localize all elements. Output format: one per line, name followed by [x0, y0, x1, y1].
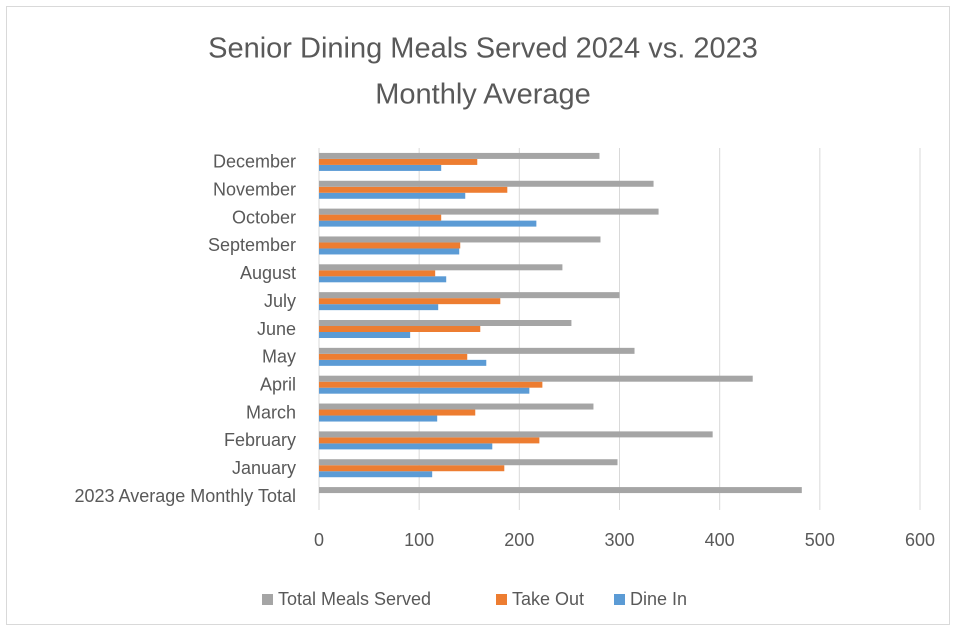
- bar: [319, 158, 478, 165]
- bar: [319, 375, 753, 382]
- x-tick-label: 600: [905, 530, 935, 550]
- bar: [319, 320, 572, 326]
- bar: [319, 180, 654, 187]
- bar: [319, 332, 411, 338]
- x-tick-label: 0: [314, 530, 324, 550]
- bar: [319, 270, 436, 277]
- y-tick-label: April: [260, 374, 296, 394]
- bar: [319, 437, 540, 444]
- bar: [319, 359, 487, 366]
- bar: [319, 415, 438, 422]
- bar: [319, 431, 713, 438]
- bar: [319, 298, 501, 305]
- bar: [319, 443, 493, 450]
- bar: [319, 214, 442, 221]
- bar: [319, 471, 433, 478]
- bar: [319, 409, 476, 416]
- y-tick-label: December: [213, 152, 296, 172]
- x-tick-label: 500: [805, 530, 835, 550]
- bar: [319, 242, 461, 249]
- bar: [319, 236, 601, 243]
- y-tick-label: October: [232, 207, 296, 227]
- bar: [319, 192, 466, 199]
- y-tick-label: July: [264, 291, 296, 311]
- legend-swatch: [496, 594, 507, 605]
- legend-swatch: [262, 594, 273, 605]
- bar: [319, 353, 468, 360]
- y-tick-label: February: [224, 430, 296, 450]
- bar: [319, 264, 563, 271]
- bar: [319, 403, 594, 410]
- bar: [319, 220, 537, 227]
- y-tick-label: March: [246, 402, 296, 422]
- legend-label: Take Out: [512, 589, 584, 609]
- y-tick-label: May: [262, 347, 296, 367]
- x-tick-label: 200: [504, 530, 534, 550]
- bar: [319, 465, 505, 472]
- bar: [319, 276, 447, 283]
- y-tick-label: 2023 Average Monthly Total: [75, 486, 297, 506]
- chart-title: Monthly Average: [375, 79, 591, 111]
- x-tick-label: 100: [404, 530, 434, 550]
- bar: [319, 459, 618, 466]
- bar: [319, 304, 439, 311]
- y-tick-label: September: [208, 235, 296, 255]
- bar: [319, 487, 802, 494]
- bar: [319, 347, 635, 354]
- bar: [319, 292, 620, 299]
- bar: [319, 387, 530, 394]
- chart-border: [6, 6, 950, 625]
- bar: [319, 208, 659, 215]
- x-tick-label: 400: [705, 530, 735, 550]
- bar: [319, 381, 543, 388]
- legend-label: Dine In: [630, 589, 687, 609]
- bar: [319, 164, 442, 171]
- y-tick-label: November: [213, 180, 296, 200]
- bar: [319, 152, 600, 159]
- legend-label: Total Meals Served: [278, 589, 431, 609]
- y-tick-label: January: [232, 458, 296, 478]
- bar: [319, 326, 481, 332]
- bar: [319, 186, 508, 193]
- x-tick-label: 300: [604, 530, 634, 550]
- y-tick-label: June: [257, 319, 296, 339]
- y-tick-label: August: [240, 263, 296, 283]
- bar: [319, 248, 460, 255]
- chart-title: Senior Dining Meals Served 2024 vs. 2023: [208, 33, 758, 65]
- legend-swatch: [614, 594, 625, 605]
